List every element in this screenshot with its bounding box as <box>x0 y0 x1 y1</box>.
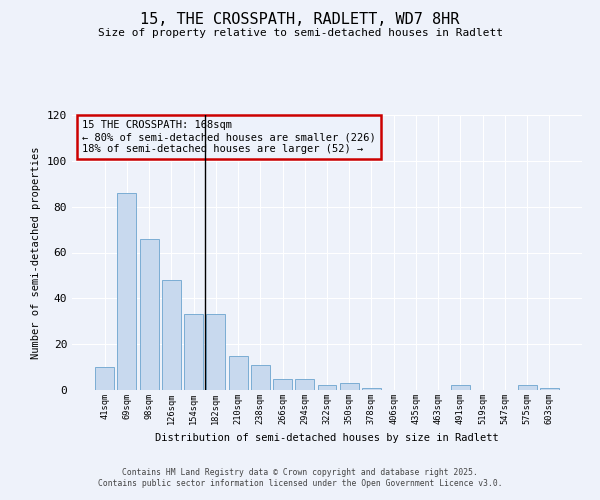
Text: Size of property relative to semi-detached houses in Radlett: Size of property relative to semi-detach… <box>97 28 503 38</box>
Y-axis label: Number of semi-detached properties: Number of semi-detached properties <box>31 146 41 359</box>
Bar <box>162 280 181 390</box>
Bar <box>518 386 536 390</box>
Bar <box>540 388 559 390</box>
Bar <box>184 314 203 390</box>
Bar <box>206 314 225 390</box>
Bar <box>140 239 158 390</box>
Bar <box>317 386 337 390</box>
Bar <box>229 356 248 390</box>
X-axis label: Distribution of semi-detached houses by size in Radlett: Distribution of semi-detached houses by … <box>155 432 499 442</box>
Bar <box>340 383 359 390</box>
Text: Contains HM Land Registry data © Crown copyright and database right 2025.
Contai: Contains HM Land Registry data © Crown c… <box>98 468 502 487</box>
Text: 15 THE CROSSPATH: 168sqm
← 80% of semi-detached houses are smaller (226)
18% of : 15 THE CROSSPATH: 168sqm ← 80% of semi-d… <box>82 120 376 154</box>
Text: 15, THE CROSSPATH, RADLETT, WD7 8HR: 15, THE CROSSPATH, RADLETT, WD7 8HR <box>140 12 460 28</box>
Bar <box>295 378 314 390</box>
Bar <box>251 365 270 390</box>
Bar <box>451 386 470 390</box>
Bar <box>118 193 136 390</box>
Bar <box>362 388 381 390</box>
Bar <box>273 378 292 390</box>
Bar <box>95 367 114 390</box>
